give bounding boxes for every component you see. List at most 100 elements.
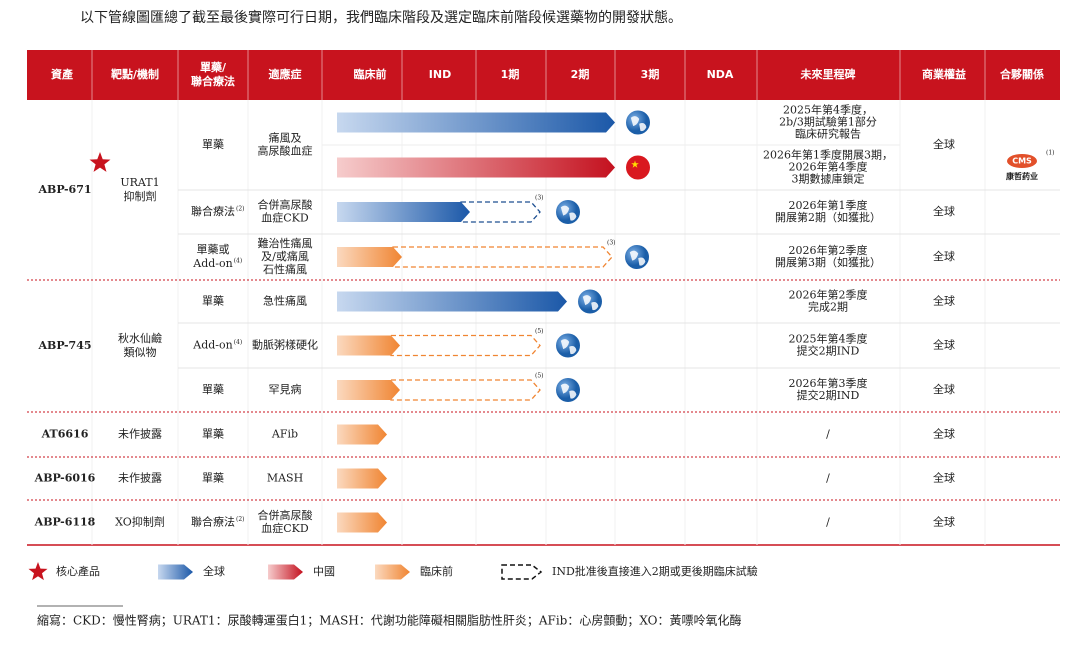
globe-land [560, 205, 577, 221]
header-cell: 2期 [571, 67, 590, 81]
asset-name: ABP-745 [37, 339, 91, 352]
progress-bar [337, 380, 400, 400]
header-cell: 1期 [501, 67, 520, 81]
asset-name: ABP-6118 [34, 516, 96, 529]
header-cell: 聯合療法 [191, 74, 235, 88]
flag-star [631, 160, 639, 168]
dashed-bar [390, 334, 541, 357]
indication: 動脈粥樣硬化 [252, 338, 318, 352]
legend-swatch [375, 564, 410, 580]
china-flag-icon [626, 155, 650, 180]
legend-label: IND批准後直接進入2期或更後期臨床試驗 [552, 564, 758, 578]
milestone: / [826, 428, 830, 441]
milestone: 臨床研究報告 [795, 127, 861, 141]
therapy: 單藥或 [197, 243, 230, 256]
legend-label: 核心產品 [56, 564, 100, 578]
globe-land [560, 339, 577, 355]
legend-label: 臨床前 [420, 564, 453, 578]
therapy: 聯合療法 [191, 204, 235, 218]
progress-bar [337, 112, 615, 133]
commercial-rights: 全球 [933, 204, 955, 218]
progress-bar [337, 291, 567, 312]
milestone: 2026年第2季度 [789, 288, 868, 302]
core-star [89, 152, 111, 172]
milestone: 開展第2期（如獲批） [775, 210, 881, 224]
milestone: 2026年第2季度 [789, 243, 868, 257]
therapy: 單藥 [202, 428, 224, 441]
legend-swatch [501, 564, 543, 580]
indication: 血症CKD [261, 521, 309, 535]
therapy: 聯合療法 [191, 515, 235, 529]
globe-icon [556, 333, 580, 358]
legend-star [28, 562, 48, 581]
header-cell: 靶點/機制 [111, 67, 159, 81]
globe-land [582, 295, 599, 311]
footnote-ref: (4) [234, 258, 243, 265]
dashed-bar [390, 379, 541, 401]
progress-bar [337, 512, 387, 533]
header-cell: 適應症 [269, 67, 302, 81]
commercial-rights: 全球 [933, 382, 955, 396]
target: XO抑制劑 [115, 515, 165, 529]
milestone: 2026年第3季度 [789, 376, 868, 390]
header-cell: NDA [707, 68, 734, 81]
milestone: 2025年第4季度， [783, 103, 873, 117]
globe-land [629, 250, 646, 266]
therapy: Add-on [192, 339, 232, 352]
header-cell: 資產 [51, 67, 73, 81]
progress-bar [337, 424, 387, 445]
commercial-rights: 全球 [933, 294, 955, 308]
milestone: 2026年第1季度開展3期， [763, 148, 893, 162]
partner-name: 康哲药业 [1006, 171, 1038, 181]
indication: 罕見病 [269, 382, 302, 396]
legend-label: 中國 [313, 565, 335, 578]
dashed-bar [460, 201, 541, 223]
target: 類似物 [124, 345, 157, 359]
header-cell: 臨床前 [354, 67, 387, 81]
indication: 痛風及 [269, 131, 302, 145]
footnote-ref: (3) [607, 240, 616, 247]
target: URAT1 [120, 176, 159, 189]
partner-logo-badge [1007, 154, 1037, 168]
target: 抑制劑 [124, 189, 157, 203]
footnote-ref: (2) [236, 516, 245, 523]
therapy: 單藥 [202, 472, 224, 485]
therapy: 單藥 [202, 295, 224, 308]
milestone: 提交2期IND [797, 344, 860, 358]
therapy: 單藥 [202, 138, 224, 151]
therapy: 單藥 [202, 383, 224, 396]
commercial-rights: 全球 [933, 515, 955, 529]
header-cell: 單藥/ [200, 60, 227, 74]
globe-icon [625, 245, 649, 269]
progress-bar [337, 247, 402, 267]
indication: 合併高尿酸 [258, 198, 313, 212]
footnote-ref: (3) [535, 195, 544, 202]
legend-swatch [158, 564, 193, 580]
target: 未作披露 [118, 427, 162, 441]
footnote-ref: (5) [535, 328, 544, 335]
milestone: 完成2期 [808, 300, 848, 314]
milestone: 2025年第4季度 [789, 332, 868, 346]
globe-icon [556, 378, 580, 402]
header-cell: 未來里程碑 [800, 67, 856, 81]
indication: MASH [267, 472, 303, 485]
commercial-rights: 全球 [933, 338, 955, 352]
footnote-ref: (2) [236, 206, 245, 213]
commercial-rights: 全球 [933, 249, 955, 263]
footnote-ref: (1) [1046, 150, 1055, 157]
globe-land [560, 383, 577, 399]
indication: 高尿酸血症 [258, 144, 313, 158]
header-band [27, 50, 1060, 100]
target: 未作披露 [118, 471, 162, 485]
milestone: 3期數據庫鎖定 [792, 172, 865, 186]
milestone: 提交2期IND [797, 388, 860, 402]
milestone: / [826, 516, 830, 529]
footnote-ref: (4) [234, 339, 243, 346]
milestone: 2026年第1季度 [789, 198, 868, 212]
header-cell: IND [429, 68, 451, 81]
indication: 血症CKD [261, 211, 309, 225]
globe-land [630, 116, 647, 132]
header-cell: 3期 [641, 67, 660, 81]
footnote-ref: (5) [535, 373, 544, 380]
